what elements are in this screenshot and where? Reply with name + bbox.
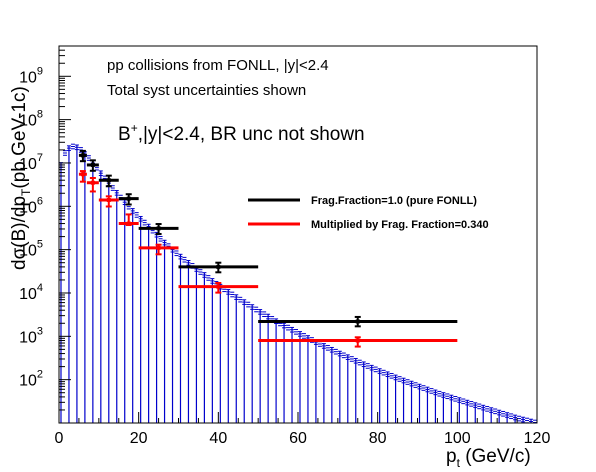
histogram-layer [59,143,537,424]
x-label-sub: t [457,456,461,470]
y-tick-label: 107 [19,152,43,173]
main-label-sup: + [131,121,138,135]
point-marker [126,196,131,201]
y-label-unit: (pb GeV-1c) [9,86,30,188]
point-marker [80,153,85,158]
y-tick-label: 109 [19,65,43,86]
y-tick-label: 105 [19,239,43,260]
x-tick-label: 0 [55,430,64,447]
y-tick-exponent: 8 [37,109,43,121]
series-red [78,170,458,348]
point-marker [156,226,161,231]
x-tick-label: 20 [130,430,148,447]
y-tick-exponent: 3 [37,325,43,337]
x-tick-label: 100 [444,430,471,447]
point-marker [90,162,95,167]
y-tick-exponent: 4 [37,282,43,294]
y-tick-base: 10 [19,199,37,216]
x-axis-label: pt (GeV/c) [446,446,531,470]
main-label-suffix: ,|y|<2.4, BR unc not shown [138,124,365,145]
y-tick-exponent: 7 [37,152,43,164]
legend: Frag.Fraction=1.0 (pure FONLL) Multiplie… [236,183,534,247]
y-tick-exponent: 5 [37,239,43,251]
point-marker [106,197,111,202]
y-tick-base: 10 [19,373,37,390]
y-tick-label: 106 [19,195,43,216]
x-tick-label: 60 [289,430,307,447]
annotation-uncertainties: Total syst uncertainties shown [107,82,306,99]
x-tick-label: 40 [209,430,227,447]
y-tick-base: 10 [19,286,37,303]
annotation-main-label: B+,|y|<2.4, BR unc not shown [118,121,365,145]
y-tick-base: 10 [19,69,37,86]
main-label-prefix: B [118,124,131,145]
point-marker [126,221,131,226]
point-marker [355,338,360,343]
y-tick-label: 103 [19,325,43,346]
legend-box [236,183,534,247]
y-tick-base: 10 [19,243,37,260]
point-marker [216,284,221,289]
y-tick-label: 104 [19,282,43,303]
point-marker [90,180,95,185]
point-marker [156,245,161,250]
y-label-sub: T [19,188,33,196]
y-tick-exponent: 6 [37,195,43,207]
x-tick-label: 80 [369,430,387,447]
series-black [78,149,458,328]
y-tick-exponent: 9 [37,65,43,77]
y-tick-label: 108 [19,109,43,130]
y-tick-label: 102 [19,369,43,390]
y-axis-label: dσ(B)/dpT(pb GeV-1c) [9,86,33,270]
series-layer [78,149,458,348]
x-label-unit: (GeV/c) [460,446,531,467]
point-marker [355,319,360,324]
annotation-collisions: pp collisions from FONLL, |y|<2.4 [107,57,329,74]
x-label-main: p [446,446,457,467]
y-tick-base: 10 [19,329,37,346]
x-tick-label: 120 [524,430,551,447]
y-label-main: dσ(B)/dp [9,196,30,270]
point-marker [106,178,111,183]
point-marker [216,264,221,269]
y-tick-exponent: 2 [37,369,43,381]
point-marker [80,172,85,177]
legend-label-black: Frag.Fraction=1.0 (pure FONLL) [311,195,477,207]
y-tick-base: 10 [19,156,37,173]
y-tick-base: 10 [19,113,37,130]
legend-label-red: Multiplied by Frag. Fraction=0.340 [311,219,489,231]
